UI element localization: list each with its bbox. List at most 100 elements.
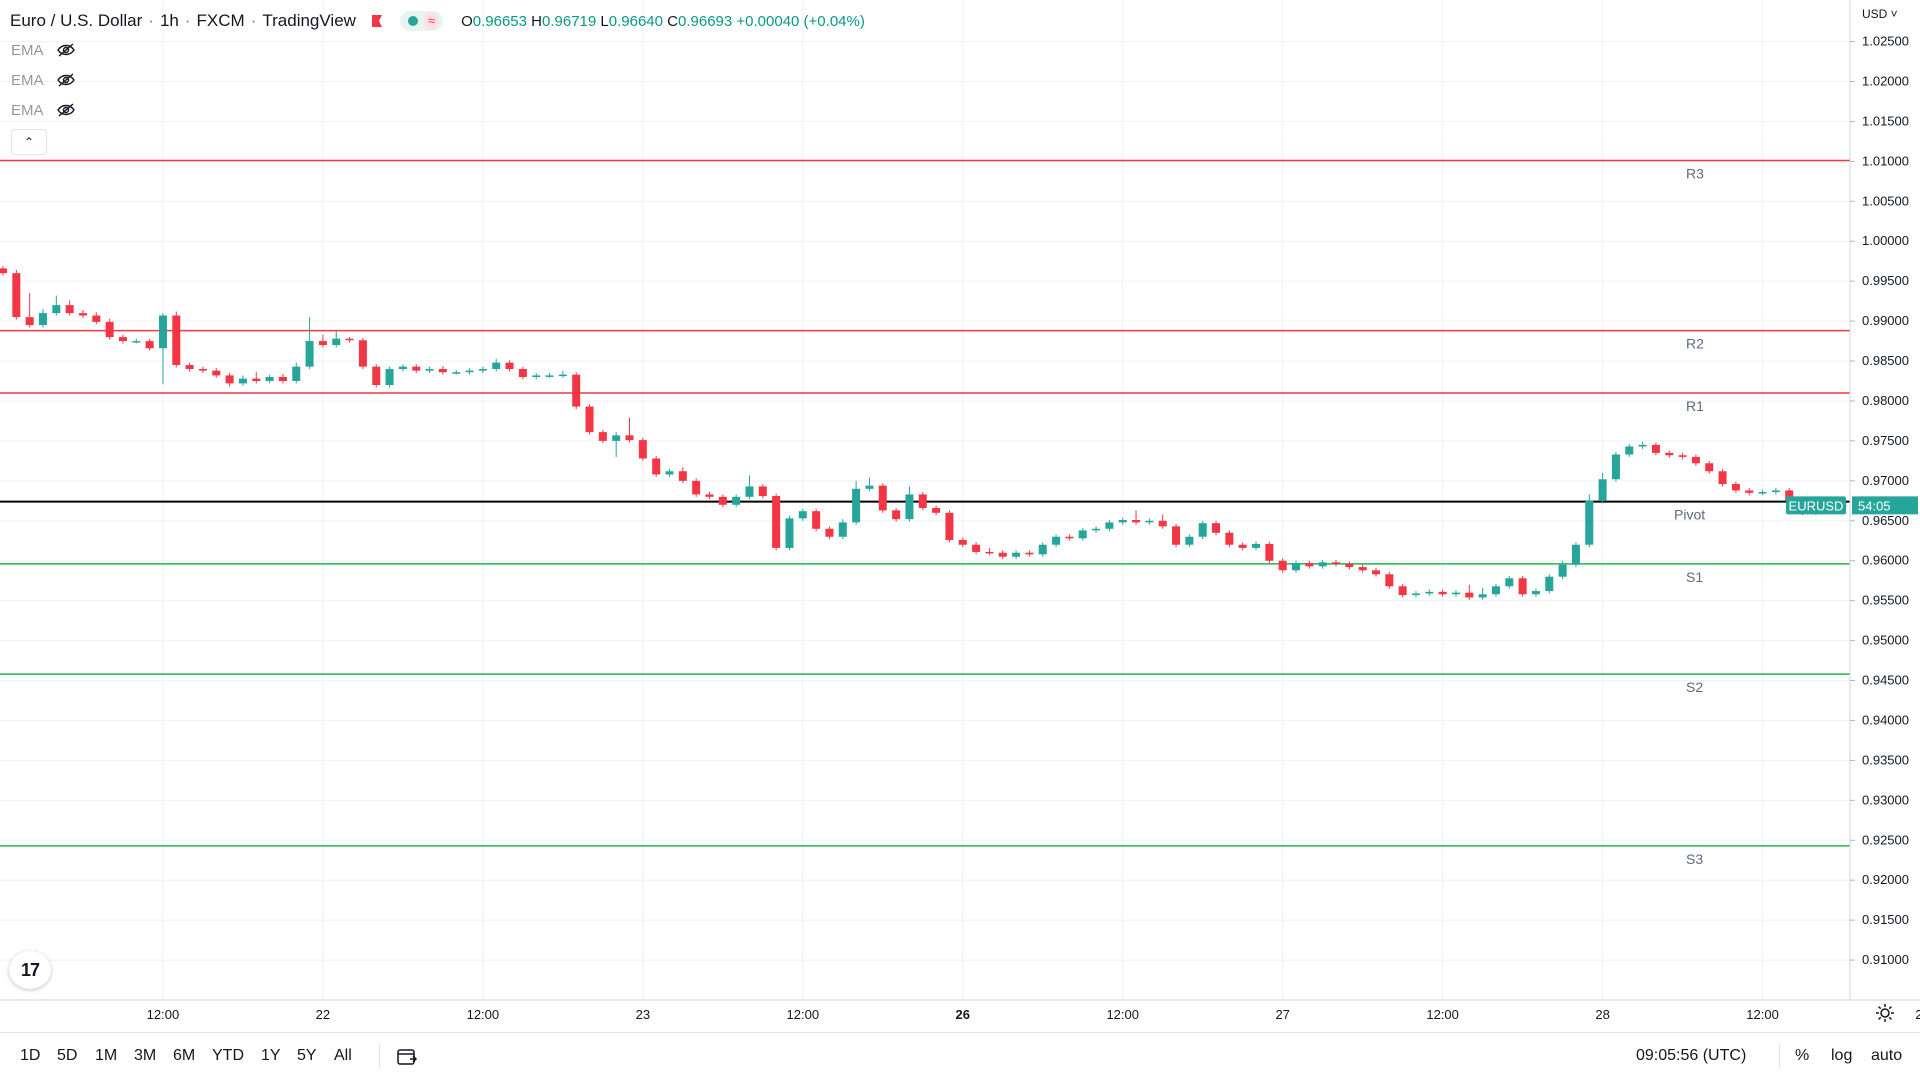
interval-label[interactable]: 1h xyxy=(159,11,179,30)
candle-down xyxy=(1158,520,1167,527)
candle-down xyxy=(0,268,7,274)
candle-up xyxy=(1105,522,1114,529)
level-label-r3: R3 xyxy=(1686,166,1704,182)
low-label: L xyxy=(600,12,609,30)
toolbar-divider xyxy=(379,1043,380,1069)
candle-up xyxy=(612,435,621,441)
eye-crossed-icon[interactable] xyxy=(56,72,76,88)
candle-up xyxy=(52,305,61,314)
candle-up xyxy=(1451,592,1460,595)
candle-down xyxy=(1132,519,1141,523)
price-tick-label: 0.96000 xyxy=(1862,553,1909,568)
candle-down xyxy=(758,486,767,497)
market-status-pill[interactable]: ≈ xyxy=(399,11,444,31)
range-5y-button[interactable]: 5Y xyxy=(297,1047,317,1064)
chevron-up-icon: ⌃ xyxy=(23,135,35,149)
candle-down xyxy=(598,432,607,441)
symbol-tag-bg xyxy=(1786,496,1846,515)
candle-down xyxy=(1345,563,1354,568)
candle-up xyxy=(905,494,914,520)
flag-icon[interactable] xyxy=(370,14,384,28)
market-open-dot-icon xyxy=(407,16,418,26)
candle-down xyxy=(345,338,354,341)
candle-up xyxy=(1038,544,1047,555)
percent-scale-toggle[interactable]: % xyxy=(1795,1047,1810,1064)
candle-down xyxy=(1172,526,1181,545)
range-5d-button[interactable]: 5D xyxy=(57,1047,78,1064)
candle-up xyxy=(745,486,754,497)
close-label: C xyxy=(667,12,678,30)
candle-up xyxy=(1198,523,1207,537)
candle-down xyxy=(918,494,927,508)
candle-up xyxy=(1545,576,1554,592)
candle-up xyxy=(1558,564,1567,577)
candle-down xyxy=(1438,591,1447,595)
legend-separator: · xyxy=(148,11,154,30)
indicator-ema-2[interactable]: EMA xyxy=(11,69,76,91)
candle-down xyxy=(652,458,661,475)
tradingview-logo-icon[interactable]: 17 xyxy=(9,951,51,989)
open-value: 0.96653 xyxy=(472,12,527,30)
candle-up xyxy=(865,485,874,489)
candle-down xyxy=(692,480,701,495)
candle-up xyxy=(1571,544,1580,565)
range-all-button[interactable]: All xyxy=(334,1047,352,1064)
toolbar-divider xyxy=(1779,1043,1780,1069)
candle-down xyxy=(945,512,954,540)
candle-up xyxy=(1292,563,1301,571)
collapse-indicators-button[interactable]: ⌃ xyxy=(11,129,47,155)
time-tick-label: 12:00 xyxy=(1106,1007,1139,1022)
auto-scale-toggle[interactable]: auto xyxy=(1871,1047,1903,1064)
gear-icon[interactable] xyxy=(1874,1002,1896,1024)
candle-up xyxy=(492,362,501,370)
symbol-name[interactable]: Euro / U.S. Dollar xyxy=(10,11,143,30)
candle-up xyxy=(545,375,554,377)
candle-up xyxy=(1625,446,1634,455)
eye-crossed-icon[interactable] xyxy=(56,102,76,118)
date-range-icon[interactable] xyxy=(396,1047,418,1067)
symbol-tag-label: EURUSD xyxy=(1789,498,1844,513)
candle-down xyxy=(198,369,207,371)
price-tick-label: 0.99000 xyxy=(1862,313,1909,328)
candle-up xyxy=(305,341,314,367)
log-scale-toggle[interactable]: log xyxy=(1831,1047,1853,1064)
range-1y-button[interactable]: 1Y xyxy=(261,1047,281,1064)
price-axis-bg[interactable] xyxy=(1850,0,1920,1032)
high-label: H xyxy=(531,12,542,30)
logo-text: 17 xyxy=(20,959,40,980)
chart-legend: Euro / U.S. Dollar · 1h · FXCM · Trading… xyxy=(10,9,865,33)
price-tick-label: 0.95500 xyxy=(1862,593,1909,608)
indicator-ema-1[interactable]: EMA xyxy=(11,39,76,61)
candle-down xyxy=(1332,562,1340,564)
candle-up xyxy=(558,374,567,377)
price-tick-label: 1.00500 xyxy=(1862,193,1909,208)
indicator-ema-3[interactable]: EMA xyxy=(11,99,76,121)
range-3m-button[interactable]: 3M xyxy=(134,1047,157,1064)
candle-down xyxy=(772,496,781,548)
range-6m-button[interactable]: 6M xyxy=(173,1047,196,1064)
candle-down xyxy=(998,552,1007,557)
candle-down xyxy=(1651,444,1660,453)
candle-down xyxy=(358,340,367,367)
time-tick-label: 23 xyxy=(636,1007,650,1022)
candle-down xyxy=(1785,490,1794,501)
range-1m-button[interactable]: 1M xyxy=(95,1047,118,1064)
candle-down xyxy=(1465,592,1474,598)
candle-up xyxy=(1145,520,1154,523)
eye-crossed-icon[interactable] xyxy=(56,42,76,58)
candle-up xyxy=(732,496,741,505)
price-tick-label: 0.91000 xyxy=(1862,952,1909,967)
utc-clock[interactable]: 09:05:56 (UTC) xyxy=(1636,1047,1747,1064)
range-ytd-button[interactable]: YTD xyxy=(212,1047,244,1064)
currency-selector[interactable]: USD ˅ xyxy=(1862,7,1898,21)
candle-up xyxy=(1611,454,1620,480)
candle-down xyxy=(1731,484,1740,491)
candle-down xyxy=(1398,586,1407,596)
candle-down xyxy=(1212,523,1221,533)
candle-down xyxy=(372,366,381,385)
candle-down xyxy=(1278,560,1287,571)
range-1d-button[interactable]: 1D xyxy=(20,1047,41,1064)
candle-down xyxy=(92,315,101,322)
candle-down xyxy=(1678,455,1687,457)
